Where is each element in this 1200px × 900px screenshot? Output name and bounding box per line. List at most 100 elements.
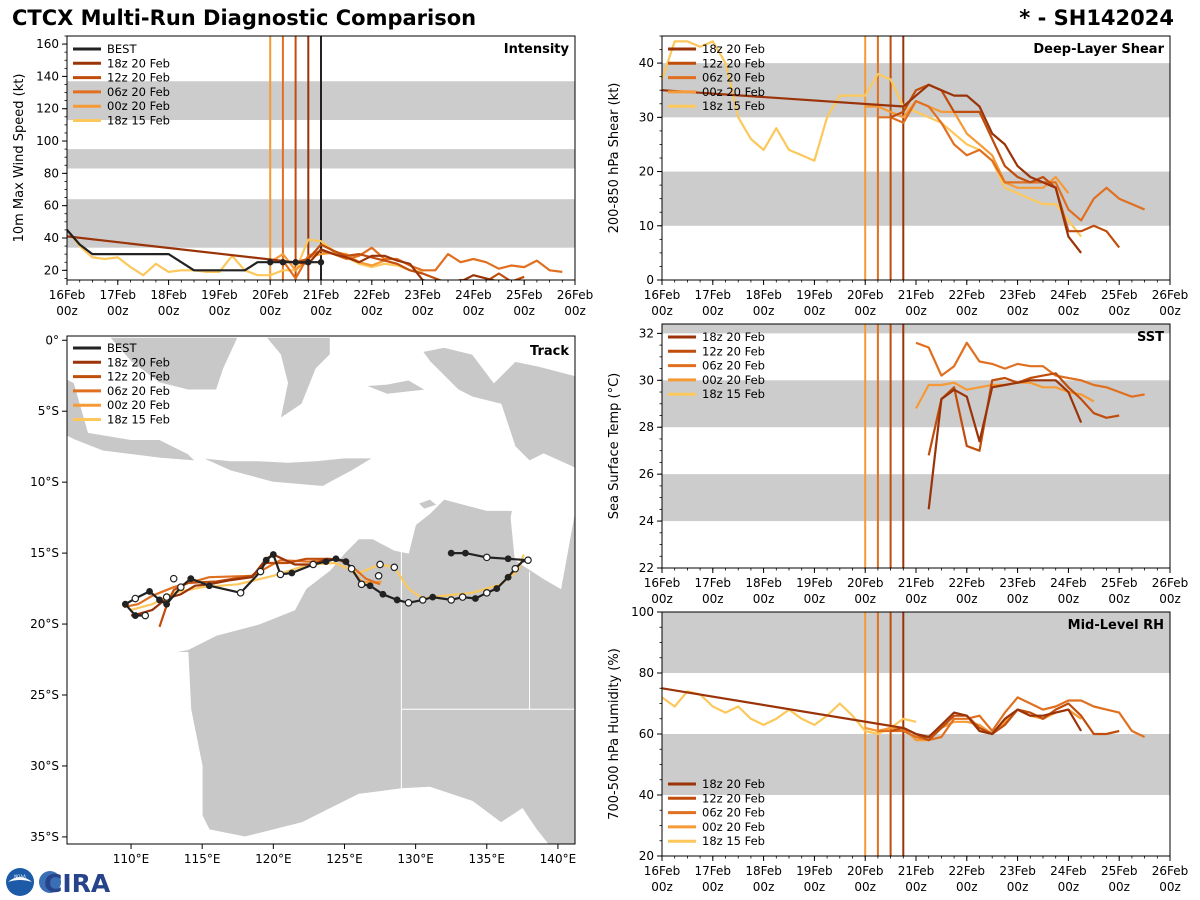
track-best-point-open-20 — [141, 611, 150, 620]
shear-xtick-hour-6: 00z — [956, 304, 978, 318]
intensity-ytick-label-40: 40 — [44, 231, 59, 245]
shear-xtick-date-5: 21Feb — [898, 288, 935, 302]
track-best-point-open-16 — [177, 583, 185, 591]
rh-xtick-date-7: 23Feb — [999, 864, 1036, 878]
intensity-xtick-hour-7: 00z — [412, 304, 434, 318]
sst-series-12z-20-feb — [927, 372, 1120, 456]
intensity-legend-label-12z-20-feb: 12z 20 Feb — [107, 71, 170, 85]
track-best-point-open-19 — [131, 594, 140, 603]
intensity-ytick-label-120: 120 — [36, 102, 59, 116]
globe-icon — [39, 871, 61, 893]
rh-series-06z-20-feb — [877, 696, 1146, 742]
shear-xtick-hour-5: 00z — [905, 304, 927, 318]
shear-legend-label-18z-15-feb: 18z 15 Feb — [702, 99, 765, 113]
sst-xtick-hour-1: 00z — [702, 592, 724, 606]
intensity-series-18z-20-feb — [67, 235, 497, 280]
storm-id: * - SH142024 — [1019, 6, 1174, 30]
track-legend-label-00z-20-feb: 00z 20 Feb — [107, 398, 170, 412]
sst-xtick-date-9: 25Feb — [1101, 576, 1138, 590]
track-best-point-filled-1 — [462, 549, 469, 557]
shear-xtick-date-6: 22Feb — [949, 288, 986, 302]
track-title: Track — [530, 344, 569, 359]
rh-xtick-date-0: 16Feb — [644, 864, 681, 878]
rh-ytick-label-80: 80 — [639, 666, 654, 680]
intensity-xtick-hour-4: 00z — [259, 304, 281, 318]
track-best-point-filled-7 — [393, 596, 401, 604]
intensity-series-best — [67, 229, 321, 272]
sst-ytick-label-32: 32 — [639, 326, 654, 340]
sst-ytick-label-30: 30 — [639, 373, 654, 387]
track-best-point-open-8 — [390, 563, 399, 572]
sst-xtick-date-0: 16Feb — [644, 576, 681, 590]
rh-legend-label-18z-20-feb: 18z 20 Feb — [702, 777, 765, 791]
sst-series-18z-20-feb — [927, 379, 1083, 510]
track-legend-label-18z-15-feb: 18z 15 Feb — [107, 413, 170, 427]
cira-text: CIRA — [44, 869, 111, 898]
track-best-point-filled-6 — [429, 593, 437, 601]
intensity-legend-label-18z-15-feb: 18z 15 Feb — [107, 114, 170, 128]
shear-series-06z-20-feb — [877, 99, 1146, 222]
track-land-1 — [67, 378, 197, 462]
sst-xtick-date-7: 23Feb — [999, 576, 1036, 590]
sst-xtick-hour-8: 00z — [1058, 592, 1080, 606]
shear-xtick-date-7: 23Feb — [999, 288, 1036, 302]
sst-xtick-date-6: 22Feb — [949, 576, 986, 590]
shear-xtick-hour-10: 00z — [1159, 304, 1181, 318]
shear-xtick-hour-1: 00z — [702, 304, 724, 318]
rh-legend-label-12z-20-feb: 12z 20 Feb — [702, 791, 765, 805]
track-best-point-filled-12 — [322, 558, 330, 566]
track-xtick-label-110: 110°E — [113, 852, 150, 866]
rh-xtick-hour-10: 00z — [1159, 880, 1181, 894]
sst-xtick-date-2: 18Feb — [745, 576, 782, 590]
sst-ytick-label-28: 28 — [639, 420, 654, 434]
intensity-xtick-hour-0: 00z — [56, 304, 78, 318]
track-best-point-open-11 — [347, 564, 356, 573]
track-ytick-label-1: 5°S — [38, 404, 59, 418]
rh-band-0 — [662, 734, 1170, 795]
shear-title: Deep-Layer Shear — [1033, 42, 1164, 57]
track-land-3 — [265, 336, 331, 420]
track-land-7 — [417, 498, 438, 510]
shear-legend-label-00z-20-feb: 00z 20 Feb — [702, 85, 765, 99]
rh-xtick-date-2: 18Feb — [745, 864, 782, 878]
shear-xtick-date-8: 24Feb — [1050, 288, 1087, 302]
track-best-point-filled-19 — [156, 596, 163, 604]
rh-xtick-hour-7: 00z — [1007, 880, 1029, 894]
intensity-ytick-label-100: 100 — [36, 134, 59, 148]
intensity-xtick-date-6: 22Feb — [354, 288, 391, 302]
intensity-xtick-date-1: 17Feb — [100, 288, 137, 302]
track-best-point-open-12 — [309, 560, 317, 569]
shear-xtick-hour-4: 00z — [854, 304, 876, 318]
noaa-logo-icon — [6, 868, 34, 896]
intensity-marker-0 — [267, 259, 274, 266]
shear-xtick-hour-3: 00z — [804, 304, 826, 318]
intensity-xtick-date-0: 16Feb — [49, 288, 86, 302]
rh-xtick-date-10: 26Feb — [1152, 864, 1189, 878]
rh-ytick-label-40: 40 — [639, 788, 654, 802]
intensity-legend-label-06z-20-feb: 06z 20 Feb — [107, 85, 170, 99]
track-best-point-filled-18 — [163, 600, 171, 608]
sst-xtick-hour-6: 00z — [956, 592, 978, 606]
intensity-marker-2 — [292, 259, 299, 266]
intensity-xtick-date-9: 25Feb — [506, 288, 543, 302]
track-best-point-open-9 — [376, 560, 384, 569]
track-best-point-open-15 — [236, 589, 245, 597]
track-best-point-open-21 — [374, 572, 383, 580]
sst-legend-label-06z-20-feb: 06z 20 Feb — [702, 359, 765, 373]
track-best-point-filled-5 — [471, 595, 479, 602]
shear-ytick-label-30: 30 — [639, 110, 654, 124]
shear-band-0 — [662, 171, 1170, 226]
rh-xtick-hour-8: 00z — [1058, 880, 1080, 894]
track-xtick-label-120: 120°E — [255, 852, 292, 866]
track-legend-label-12z-20-feb: 12z 20 Feb — [107, 370, 170, 384]
track-best-point-open-0 — [482, 553, 491, 562]
intensity-xtick-hour-3: 00z — [209, 304, 231, 318]
track-best-point-open-7 — [404, 598, 413, 607]
track-land-4 — [202, 457, 375, 487]
track-best-point-filled-14 — [269, 551, 277, 558]
track-land-6 — [422, 346, 575, 469]
intensity-legend-label-00z-20-feb: 00z 20 Feb — [107, 99, 170, 113]
shear-xtick-date-3: 19Feb — [796, 288, 833, 302]
track-best-point-open-14 — [256, 567, 265, 576]
